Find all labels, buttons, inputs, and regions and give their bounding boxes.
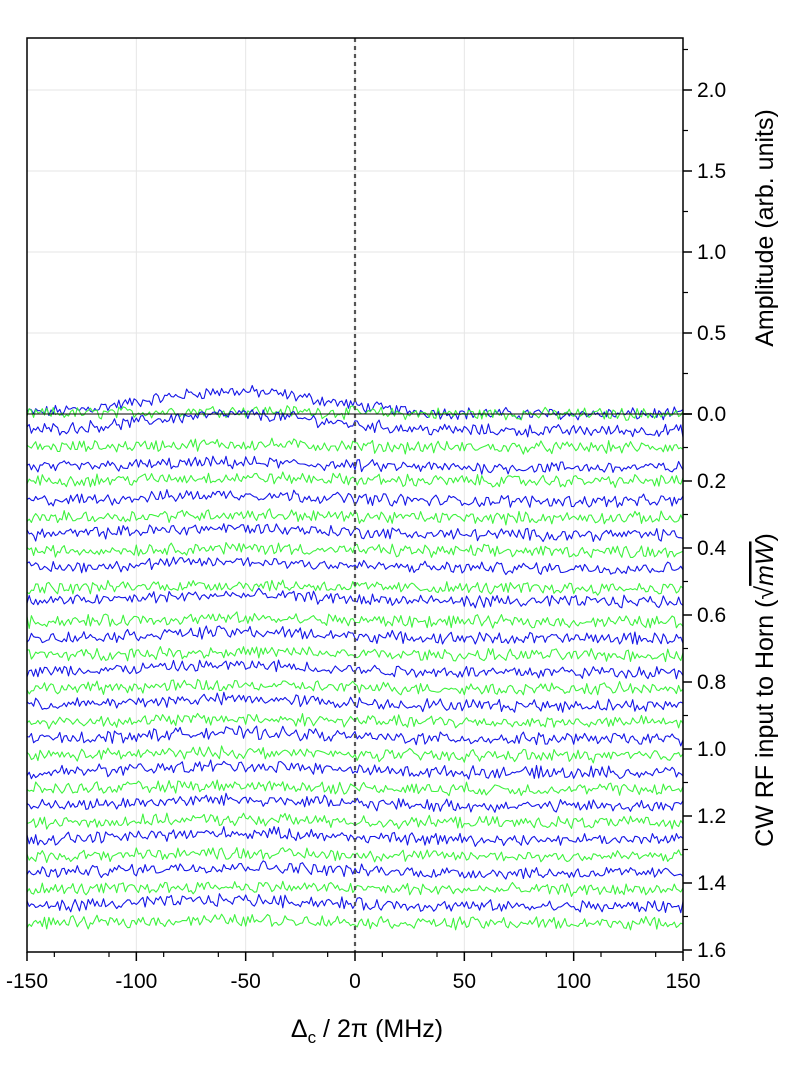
x-tick-label: 50	[453, 970, 476, 993]
rf-tick-label: 1.2	[697, 805, 726, 828]
rf-tick-label: 1.4	[697, 872, 727, 895]
x-tick-label: 100	[556, 970, 591, 993]
x-tick-label: -50	[230, 970, 260, 993]
x-tick-label: -150	[6, 970, 48, 993]
amplitude-tick-label: 1.5	[697, 160, 726, 183]
trace-line-blue	[26, 455, 684, 475]
x-tick-label: 150	[665, 970, 700, 993]
x-axis-ticks	[26, 952, 684, 961]
rf-tick-label: 0.2	[697, 470, 726, 493]
rf-tick-label: 0.8	[697, 671, 726, 694]
trace-line-blue	[26, 860, 684, 880]
trace-line-blue	[26, 556, 684, 576]
trace-line-green	[26, 745, 684, 764]
amplitude-axis-ticks	[683, 48, 692, 415]
trace-line-blue	[26, 759, 684, 780]
amplitude-tick-label: 0.0	[697, 403, 726, 426]
x-tick-label: -100	[115, 970, 157, 993]
x-tick-label: 0	[349, 970, 361, 993]
rf-tick-label: 0.6	[697, 604, 726, 627]
rf-tick-label: 0.4	[697, 537, 727, 560]
rf-tick-label: 1.6	[697, 939, 726, 962]
trace-line-green	[26, 779, 684, 797]
trace-line-blue	[26, 792, 684, 813]
trace-line-green	[26, 437, 684, 455]
amplitude-axis-tick-labels: 0.0 0.5 1.0 1.5 2.0	[697, 79, 726, 426]
amplitude-tick-label: 2.0	[697, 79, 726, 102]
rf-input-axis-title: CW RF input to Horn (√mW)	[751, 533, 779, 847]
trace-line-blue	[26, 409, 684, 438]
trace-line-green	[26, 678, 684, 696]
x-axis-tick-labels: -150 -100 -50 0 50 100 150	[6, 970, 701, 993]
rf-axis-tick-labels: 0.2 0.4 0.6 0.8 1.0 1.2 1.4 1.6	[697, 470, 727, 962]
amplitude-tick-label: 1.0	[697, 241, 726, 264]
amplitude-tick-label: 0.5	[697, 322, 726, 345]
trace-line-green	[26, 913, 684, 931]
x-axis-title: Δc / 2π (MHz)	[291, 1015, 443, 1047]
rf-axis-ticks	[683, 413, 692, 951]
trace-line-green	[26, 579, 684, 596]
amplitude-axis-title: Amplitude (arb. units)	[751, 109, 779, 347]
rf-tick-label: 1.0	[697, 738, 726, 761]
trace-line-blue	[26, 725, 684, 747]
